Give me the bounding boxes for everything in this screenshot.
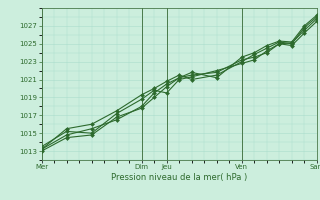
X-axis label: Pression niveau de la mer( hPa ): Pression niveau de la mer( hPa ): [111, 173, 247, 182]
